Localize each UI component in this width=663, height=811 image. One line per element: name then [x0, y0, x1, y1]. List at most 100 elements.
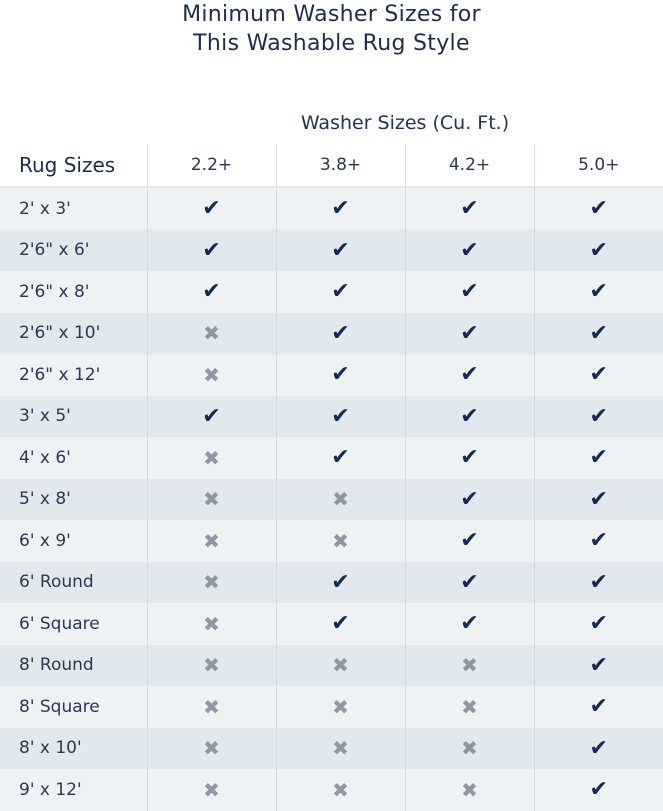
x-icon: ✖: [203, 528, 220, 553]
check-icon: ✔: [589, 652, 608, 678]
fit-cell: ✖: [275, 769, 405, 811]
x-icon: ✖: [203, 570, 220, 595]
fit-cell: ✔: [275, 229, 405, 271]
fit-cell: ✔: [146, 187, 276, 230]
check-icon: ✔: [589, 735, 608, 761]
check-icon: ✔: [589, 569, 608, 595]
fit-cell: ✔: [404, 229, 534, 271]
table-row: 2'6" x 10' ✖ ✔ ✔ ✔: [0, 312, 663, 354]
fit-cell: ✔: [146, 395, 276, 437]
table-row: 8' Square ✖ ✖ ✖ ✔: [0, 686, 663, 728]
rug-size-cell: 8' x 10': [0, 727, 147, 769]
x-icon: ✖: [203, 653, 220, 678]
rug-size-cell: 2' x 3': [0, 187, 147, 230]
check-icon: ✔: [589, 279, 608, 305]
check-icon: ✔: [331, 196, 350, 222]
fit-cell: ✔: [275, 354, 405, 396]
check-icon: ✔: [202, 403, 221, 429]
check-icon: ✔: [460, 486, 479, 512]
fit-cell: ✔: [404, 395, 534, 437]
fit-cell: ✔: [533, 727, 663, 769]
x-icon: ✖: [461, 653, 478, 678]
check-icon: ✔: [202, 279, 221, 305]
check-icon: ✔: [589, 777, 608, 803]
fit-cell: ✔: [404, 561, 534, 603]
check-icon: ✔: [460, 445, 479, 471]
x-icon: ✖: [203, 694, 220, 719]
fit-cell: ✖: [146, 727, 276, 769]
fit-cell: ✔: [533, 229, 663, 271]
check-icon: ✔: [460, 279, 479, 305]
fit-cell: ✔: [533, 271, 663, 313]
fit-cell: ✔: [146, 229, 276, 271]
fit-cell: ✔: [275, 312, 405, 354]
check-icon: ✔: [460, 237, 479, 263]
check-icon: ✔: [589, 403, 608, 429]
fit-cell: ✔: [533, 437, 663, 479]
x-icon: ✖: [461, 777, 478, 802]
fit-cell: ✔: [533, 354, 663, 396]
rug-size-cell: 2'6" x 6': [0, 229, 147, 271]
x-icon: ✖: [461, 694, 478, 719]
x-icon: ✖: [332, 694, 349, 719]
rug-size-cell: 4' x 6': [0, 437, 147, 479]
table-row: 2'6" x 8' ✔ ✔ ✔ ✔: [0, 271, 663, 313]
rug-size-cell: 9' x 12': [0, 769, 147, 811]
fit-cell: ✔: [533, 769, 663, 811]
rug-size-cell: 2'6" x 10': [0, 312, 147, 354]
x-icon: ✖: [203, 736, 220, 761]
fit-cell: ✖: [146, 520, 276, 562]
fit-cell: ✔: [275, 271, 405, 313]
column-header: 5.0+: [533, 144, 663, 188]
fit-cell: ✔: [533, 395, 663, 437]
check-icon: ✔: [331, 403, 350, 429]
check-icon: ✔: [460, 403, 479, 429]
fit-cell: ✖: [275, 520, 405, 562]
fit-cell: ✔: [533, 686, 663, 728]
check-icon: ✔: [589, 445, 608, 471]
fit-cell: ✖: [404, 644, 534, 686]
fit-cell: ✔: [533, 187, 663, 230]
table-row: 8' Round ✖ ✖ ✖ ✔: [0, 644, 663, 686]
check-icon: ✔: [589, 196, 608, 222]
check-icon: ✔: [331, 320, 350, 346]
table-row: 6' x 9' ✖ ✖ ✔ ✔: [0, 520, 663, 562]
fit-cell: ✔: [404, 271, 534, 313]
check-icon: ✔: [589, 611, 608, 637]
header-row: Rug Sizes 2.2+ 3.8+ 4.2+ 5.0+: [0, 144, 663, 188]
column-header: 3.8+: [275, 144, 405, 188]
fit-cell: ✔: [275, 187, 405, 230]
rug-size-cell: 5' x 8': [0, 478, 147, 520]
fit-cell: ✔: [533, 478, 663, 520]
fit-cell: ✖: [404, 769, 534, 811]
fit-cell: ✔: [533, 644, 663, 686]
fit-cell: ✖: [275, 644, 405, 686]
fit-cell: ✖: [146, 644, 276, 686]
fit-cell: ✔: [404, 603, 534, 645]
fit-cell: ✖: [146, 769, 276, 811]
fit-cell: ✔: [404, 478, 534, 520]
rug-size-cell: 2'6" x 8': [0, 271, 147, 313]
table-row: 5' x 8' ✖ ✖ ✔ ✔: [0, 478, 663, 520]
x-icon: ✖: [332, 528, 349, 553]
fit-cell: ✔: [275, 561, 405, 603]
rug-size-cell: 6' Round: [0, 561, 147, 603]
fit-cell: ✖: [146, 437, 276, 479]
title-line-1: Minimum Washer Sizes for: [182, 2, 481, 27]
rug-size-cell: 8' Round: [0, 644, 147, 686]
fit-cell: ✔: [275, 603, 405, 645]
table-row: 6' Square ✖ ✔ ✔ ✔: [0, 603, 663, 645]
check-icon: ✔: [331, 362, 350, 388]
x-icon: ✖: [203, 321, 220, 346]
table-row: 2'6" x 6' ✔ ✔ ✔ ✔: [0, 229, 663, 271]
table-row: 6' Round ✖ ✔ ✔ ✔: [0, 561, 663, 603]
fit-cell: ✔: [275, 437, 405, 479]
check-icon: ✔: [331, 237, 350, 263]
column-header: 4.2+: [404, 144, 534, 188]
check-icon: ✔: [589, 320, 608, 346]
table-row: 4' x 6' ✖ ✔ ✔ ✔: [0, 437, 663, 479]
rug-size-cell: 6' Square: [0, 603, 147, 645]
page-title: Minimum Washer Sizes for This Washable R…: [0, 0, 663, 58]
check-icon: ✔: [460, 611, 479, 637]
check-icon: ✔: [589, 237, 608, 263]
